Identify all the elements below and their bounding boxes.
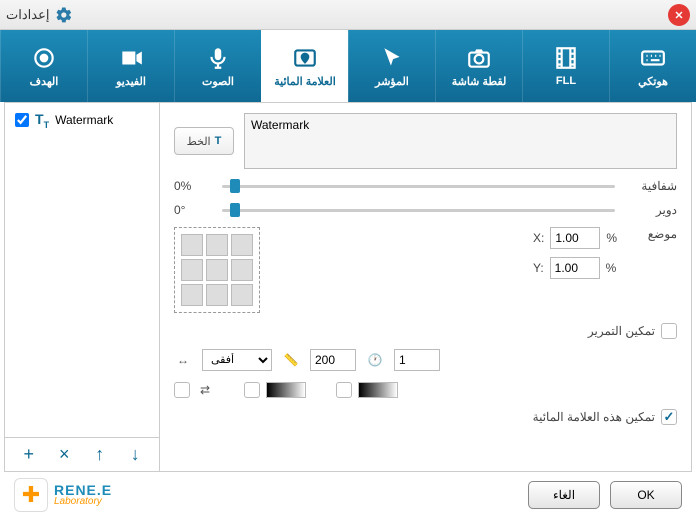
tab-screenshot[interactable]: لقطة شاشة (435, 30, 522, 102)
text-type-icon: TT (35, 111, 49, 130)
rotate-slider[interactable] (222, 203, 615, 217)
ruler-icon: 📏 (282, 351, 300, 369)
gradient-checkbox[interactable] (244, 382, 260, 398)
position-grid[interactable] (174, 227, 260, 313)
grid-cell[interactable] (231, 259, 253, 281)
direction-icon: ↔ (174, 351, 192, 369)
brand-sub: Laboratory (54, 497, 112, 507)
rotate-value: 0° (174, 203, 210, 217)
rotate-label: دوير (627, 203, 677, 217)
scroll-enable-checkbox[interactable] (661, 323, 677, 339)
film-icon (553, 45, 579, 71)
grid-cell[interactable] (206, 234, 228, 256)
target-icon (31, 45, 57, 71)
window-title: إعدادات (6, 7, 49, 23)
close-button[interactable] (668, 4, 690, 26)
tab-audio[interactable]: الصوت (174, 30, 261, 102)
grid-cell[interactable] (206, 284, 228, 306)
move-up-button[interactable]: ↑ (90, 444, 110, 465)
sidebar-actions: + × ↑ ↓ (5, 437, 159, 471)
watermark-text-input[interactable]: Watermark (244, 113, 677, 169)
opacity-value: 0% (174, 179, 210, 193)
footer: ✚ RENE.E Laboratory OK الغاء (0, 472, 696, 518)
grid-cell[interactable] (231, 234, 253, 256)
grid-cell[interactable] (231, 284, 253, 306)
y-input[interactable] (550, 257, 600, 279)
titlebar: إعدادات (0, 0, 696, 30)
grid-cell[interactable] (206, 259, 228, 281)
color-swatch[interactable] (358, 382, 398, 398)
watermark-item-label: Watermark (55, 113, 113, 127)
settings-content: Watermark T الخط شفافية 0% دوير 0° موضع (160, 103, 691, 471)
tab-target[interactable]: الهدف (0, 30, 87, 102)
font-button[interactable]: T الخط (174, 127, 234, 155)
watermark-list-sidebar: TT Watermark + × ↑ ↓ (5, 103, 160, 471)
watermark-list-item[interactable]: TT Watermark (9, 107, 155, 134)
brand-icon: ✚ (14, 478, 48, 512)
time-input[interactable] (394, 349, 440, 371)
mic-icon (205, 45, 231, 71)
opacity-label: شفافية (627, 179, 677, 193)
tabbar: الهدف الفيديو الصوت العلامة المائية المؤ… (0, 30, 696, 102)
grid-cell[interactable] (181, 234, 203, 256)
tab-hotkey[interactable]: هوتكي (609, 30, 696, 102)
width-input[interactable] (310, 349, 356, 371)
enable-watermark-label: تمكين هذه العلامة المائية (533, 410, 655, 424)
grid-cell[interactable] (181, 259, 203, 281)
y-label: Y: (533, 261, 544, 275)
position-label: موضع (627, 227, 677, 241)
video-icon (118, 45, 144, 71)
cursor-icon (379, 45, 405, 71)
watermark-item-checkbox[interactable] (15, 113, 29, 127)
cancel-button[interactable]: الغاء (528, 481, 600, 509)
tab-fll[interactable]: FLL (522, 30, 609, 102)
brand-name: RENE.E (54, 483, 112, 497)
gear-icon (55, 6, 73, 24)
ok-button[interactable]: OK (610, 481, 682, 509)
tab-watermark[interactable]: العلامة المائية (261, 30, 348, 102)
add-button[interactable]: + (19, 444, 39, 465)
main-panel: TT Watermark + × ↑ ↓ Watermark T الخط شف… (4, 102, 692, 472)
enable-watermark-checkbox[interactable] (661, 409, 677, 425)
camera-icon (466, 45, 492, 71)
keyboard-icon (640, 45, 666, 71)
direction-select[interactable]: أفقى (202, 349, 272, 371)
watermark-icon (292, 45, 318, 71)
grid-cell[interactable] (181, 284, 203, 306)
color-checkbox[interactable] (336, 382, 352, 398)
font-t-icon: T (215, 135, 222, 147)
x-input[interactable] (550, 227, 600, 249)
tab-cursor[interactable]: المؤشر (348, 30, 435, 102)
tab-video[interactable]: الفيديو (87, 30, 174, 102)
x-label: X: (533, 231, 544, 245)
opacity-slider[interactable] (222, 179, 615, 193)
loop-checkbox[interactable] (174, 382, 190, 398)
loop-icon: ⇄ (196, 381, 214, 399)
scroll-enable-label: تمكين التمرير (588, 324, 655, 338)
remove-button[interactable]: × (54, 444, 74, 465)
gradient-swatch[interactable] (266, 382, 306, 398)
clock-icon: 🕐 (366, 351, 384, 369)
brand: ✚ RENE.E Laboratory (14, 478, 112, 512)
move-down-button[interactable]: ↓ (125, 444, 145, 465)
